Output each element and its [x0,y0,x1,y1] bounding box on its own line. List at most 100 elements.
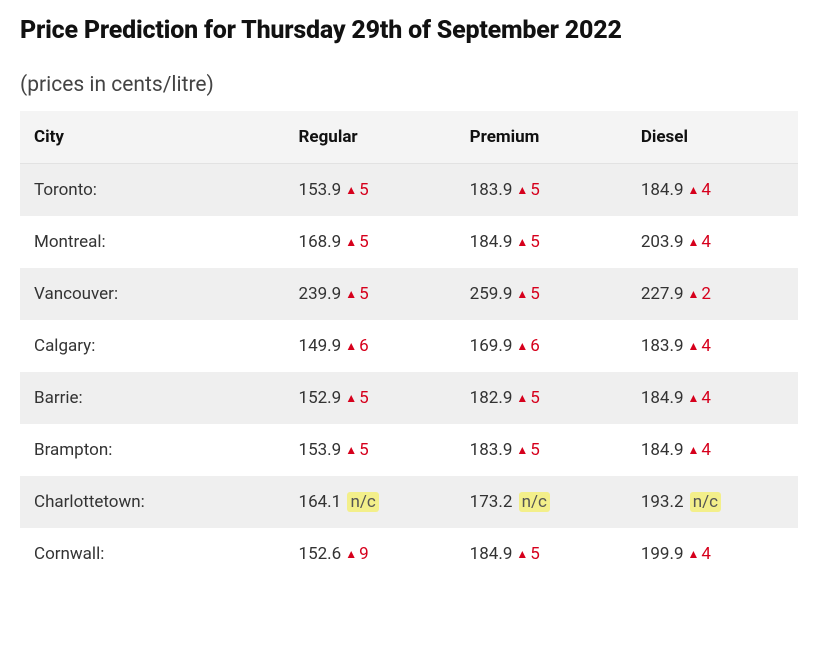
arrow-up-icon: ▲ [345,183,357,197]
price-value: 184.9 [641,388,684,408]
price-value: 227.9 [641,284,684,304]
arrow-up-icon: ▲ [688,183,700,197]
cell-city: Calgary: [20,320,285,372]
no-change-badge: n/c [519,492,550,512]
price-value: 203.9 [641,232,684,252]
price-delta: 5 [530,544,540,564]
cell-diesel: 203.9▲4 [627,216,798,268]
price-value: 152.9 [299,388,342,408]
price-delta: 9 [359,544,369,564]
cell-premium: 259.9▲5 [456,268,627,320]
subtitle: (prices in cents/litre) [20,73,798,97]
page-title: Price Prediction for Thursday 29th of Se… [20,16,798,45]
arrow-up-icon: ▲ [688,391,700,405]
price-delta: 6 [530,336,540,356]
price-value: 184.9 [470,232,513,252]
no-change-badge: n/c [347,492,378,512]
arrow-up-icon: ▲ [345,235,357,249]
price-delta: 5 [530,180,540,200]
price-delta: 5 [359,284,369,304]
price-delta: 5 [359,232,369,252]
cell-diesel: 199.9▲4 [627,528,798,580]
price-delta: 4 [701,440,711,460]
price-delta: 5 [530,388,540,408]
cell-city: Vancouver: [20,268,285,320]
no-change-badge: n/c [690,492,721,512]
arrow-up-icon: ▲ [516,547,528,561]
table-row: Calgary:149.9▲6169.9▲6183.9▲4 [20,320,798,372]
cell-regular: 164.1 n/c [285,476,456,528]
price-value: 184.9 [470,544,513,564]
table-row: Brampton:153.9▲5183.9▲5184.9▲4 [20,424,798,476]
price-value: 164.1 [299,492,342,512]
price-value: 182.9 [470,388,513,408]
arrow-up-icon: ▲ [688,443,700,457]
cell-premium: 184.9▲5 [456,216,627,268]
table-row: Toronto:153.9▲5183.9▲5184.9▲4 [20,164,798,217]
arrow-up-icon: ▲ [688,287,700,301]
arrow-up-icon: ▲ [345,339,357,353]
price-value: 173.2 [470,492,513,512]
price-value: 184.9 [641,440,684,460]
price-delta: 4 [701,180,711,200]
arrow-up-icon: ▲ [345,287,357,301]
arrow-up-icon: ▲ [516,287,528,301]
price-value: 149.9 [299,336,342,356]
price-value: 183.9 [470,440,513,460]
arrow-up-icon: ▲ [345,391,357,405]
price-value: 193.2 [641,492,684,512]
col-header-regular: Regular [285,111,456,164]
price-value: 199.9 [641,544,684,564]
cell-premium: 169.9▲6 [456,320,627,372]
col-header-premium: Premium [456,111,627,164]
arrow-up-icon: ▲ [345,443,357,457]
price-value: 168.9 [299,232,342,252]
arrow-up-icon: ▲ [516,339,528,353]
cell-diesel: 184.9▲4 [627,372,798,424]
cell-regular: 153.9▲5 [285,424,456,476]
cell-regular: 168.9▲5 [285,216,456,268]
cell-city: Cornwall: [20,528,285,580]
table-row: Cornwall:152.6▲9184.9▲5199.9▲4 [20,528,798,580]
arrow-up-icon: ▲ [688,339,700,353]
price-value: 183.9 [641,336,684,356]
cell-city: Brampton: [20,424,285,476]
price-delta: 4 [701,232,711,252]
price-delta: 5 [530,440,540,460]
cell-diesel: 184.9 ▲4 [627,164,798,217]
price-table: City Regular Premium Diesel Toronto:153.… [20,111,798,580]
price-delta: 4 [701,336,711,356]
price-value: 184.9 [641,180,684,200]
price-value: 153.9 [299,440,342,460]
arrow-up-icon: ▲ [516,391,528,405]
price-value: 259.9 [470,284,513,304]
arrow-up-icon: ▲ [688,547,700,561]
cell-diesel: 183.9 ▲4 [627,320,798,372]
cell-regular: 152.9▲5 [285,372,456,424]
table-header-row: City Regular Premium Diesel [20,111,798,164]
cell-regular: 152.6▲9 [285,528,456,580]
price-delta: 5 [530,284,540,304]
price-delta: 5 [530,232,540,252]
cell-premium: 183.9▲5 [456,424,627,476]
table-body: Toronto:153.9▲5183.9▲5184.9▲4Montreal:16… [20,164,798,581]
cell-diesel: 193.2 n/c [627,476,798,528]
price-value: 153.9 [299,180,342,200]
col-header-diesel: Diesel [627,111,798,164]
cell-city: Barrie: [20,372,285,424]
price-delta: 5 [359,180,369,200]
table-row: Montreal:168.9▲5184.9▲5203.9▲4 [20,216,798,268]
cell-regular: 149.9▲6 [285,320,456,372]
arrow-up-icon: ▲ [516,235,528,249]
cell-regular: 153.9▲5 [285,164,456,217]
arrow-up-icon: ▲ [516,443,528,457]
price-value: 183.9 [470,180,513,200]
cell-diesel: 227.9 ▲2 [627,268,798,320]
arrow-up-icon: ▲ [516,183,528,197]
cell-premium: 184.9▲5 [456,528,627,580]
price-delta: 6 [359,336,369,356]
table-row: Vancouver:239.9▲5259.9▲5227.9▲2 [20,268,798,320]
cell-premium: 183.9▲5 [456,164,627,217]
price-delta: 2 [701,284,711,304]
price-delta: 5 [359,388,369,408]
